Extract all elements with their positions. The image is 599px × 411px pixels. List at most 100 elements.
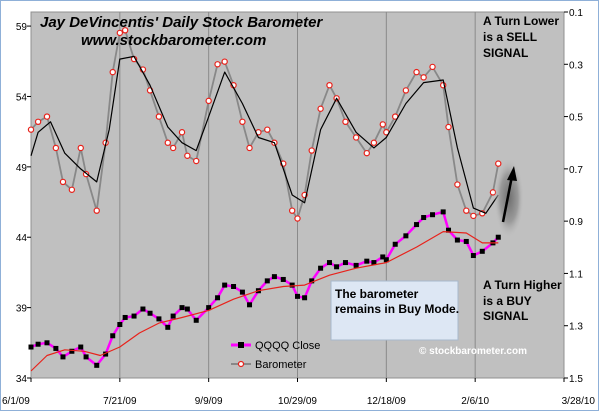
qqqq-close-point [392, 241, 398, 247]
qqqq-close-point [421, 215, 427, 221]
legend-marker-qqqq [238, 342, 244, 348]
barometer-point [116, 29, 124, 37]
qqqq-close-point [156, 316, 162, 322]
qqqq-close-point [318, 265, 324, 271]
qqqq-close-point [289, 282, 295, 288]
barometer-point [288, 207, 296, 214]
barometer-point [239, 118, 246, 126]
barometer-point [184, 152, 191, 159]
qqqq-close-point [53, 345, 59, 351]
y-right-tick-label: 0.7 [569, 165, 583, 176]
barometer-point [77, 144, 84, 152]
qqqq-close-point [309, 278, 315, 284]
y-right-tick-label: 0.9 [569, 217, 583, 228]
series-line-barometer [30, 29, 500, 220]
qqqq-close-point [414, 222, 420, 228]
trend-arrow-shaft [501, 175, 514, 223]
barometer-point [164, 139, 172, 146]
y-right-tick-label: 0.1 [569, 8, 583, 19]
qqqq-close-point [470, 253, 476, 259]
series-line-barometer-moving-average [30, 55, 499, 214]
axis-tick-labels: 6/1/09 7/21/09 9/9/09 10/29/09 12/18/09 2/6/1… [2, 8, 595, 407]
legend: QQQQ Close Barometer [231, 340, 320, 371]
buy-note-line-3: SIGNAL [483, 309, 528, 323]
barometer-point [121, 27, 129, 34]
arrow-glow [494, 158, 524, 238]
barometer-point [214, 61, 221, 68]
x-tick-label: 3/28/10 [562, 396, 596, 407]
qqqq-close-point [222, 282, 228, 288]
qqqq-close-point [326, 260, 332, 266]
qqqq-close-point [170, 313, 176, 319]
barometer-point [420, 74, 427, 81]
barometer-point [317, 105, 324, 112]
credit-text: © stockbarometer.com [419, 346, 527, 357]
y-right-tick-label: 1.1 [569, 269, 583, 280]
qqqq-close-point [380, 254, 386, 260]
y-left-tick-label: 59 [16, 22, 28, 33]
qqqq-close-point [117, 322, 123, 328]
y-left-tick-label: 34 [16, 374, 28, 385]
qqqq-close-point [403, 233, 409, 239]
barometer-point [205, 97, 212, 105]
qqqq-close-point [206, 305, 212, 311]
qqqq-close-point [44, 340, 50, 346]
qqqq-close-point [342, 260, 348, 266]
barometer-point [68, 186, 76, 193]
barometer-point [326, 81, 333, 89]
barometer-point [413, 68, 420, 76]
qqqq-close-point [35, 341, 41, 347]
series-line-qqqq-close [30, 210, 500, 367]
qqqq-close-point [353, 262, 359, 268]
qqqq-close-point [193, 317, 199, 323]
barometer-point [59, 178, 67, 186]
legend-label-barometer: Barometer [255, 359, 307, 371]
sell-note-line-1: A Turn Lower [483, 14, 559, 28]
barometer-point [27, 126, 35, 133]
qqqq-close-point [140, 306, 146, 312]
barometer-point [470, 212, 477, 220]
qqqq-close-point [271, 274, 277, 280]
qqqq-close-point [295, 293, 300, 299]
qqqq-close-point [215, 295, 221, 301]
y-left-tick-label: 49 [16, 163, 28, 174]
qqqq-close-point [247, 302, 253, 308]
qqqq-close-point [28, 344, 34, 350]
qqqq-close-point [69, 348, 75, 354]
qqqq-close-point [165, 324, 171, 330]
barometer-point [454, 181, 461, 188]
barometer-point [178, 129, 186, 136]
qqqq-close-point [371, 260, 377, 266]
buy-mode-note-box [330, 280, 459, 341]
qqqq-close-point [364, 258, 370, 264]
barometer-point [109, 68, 116, 76]
qqqq-close-point [78, 344, 84, 350]
series-lines [27, 27, 502, 372]
qqqq-close-point [446, 227, 452, 233]
qqqq-close-point [463, 238, 469, 244]
barometer-point [308, 147, 315, 154]
qqqq-close-point [430, 212, 436, 218]
qqqq-close-point [231, 284, 237, 289]
y-right-tick-label: 1.3 [569, 322, 583, 333]
qqqq-close-point [184, 306, 190, 312]
y-right-tick-label: 0.5 [569, 113, 583, 124]
barometer-point [193, 157, 200, 165]
x-tick-label: 10/29/09 [278, 396, 317, 407]
qqqq-close-point [239, 289, 245, 295]
qqqq-close-point [334, 264, 340, 270]
buy-note-line-2: is a BUY [483, 294, 532, 308]
qqqq-close-point [440, 209, 446, 215]
barometer-point [342, 118, 349, 126]
qqqq-close-point [83, 354, 89, 360]
qqqq-close-point [479, 248, 485, 254]
sell-note-line-2: is a SELL [483, 30, 537, 44]
barometer-point [246, 144, 253, 152]
buy-mode-note-line-2: remains in Buy Mode. [335, 302, 459, 316]
chart-subtitle: www.stockbarometer.com [81, 32, 266, 49]
qqqq-close-point [131, 313, 137, 319]
qqqq-close-point [302, 295, 308, 301]
series-line-qqqq-moving-average [30, 231, 499, 372]
barometer-point [93, 207, 100, 214]
